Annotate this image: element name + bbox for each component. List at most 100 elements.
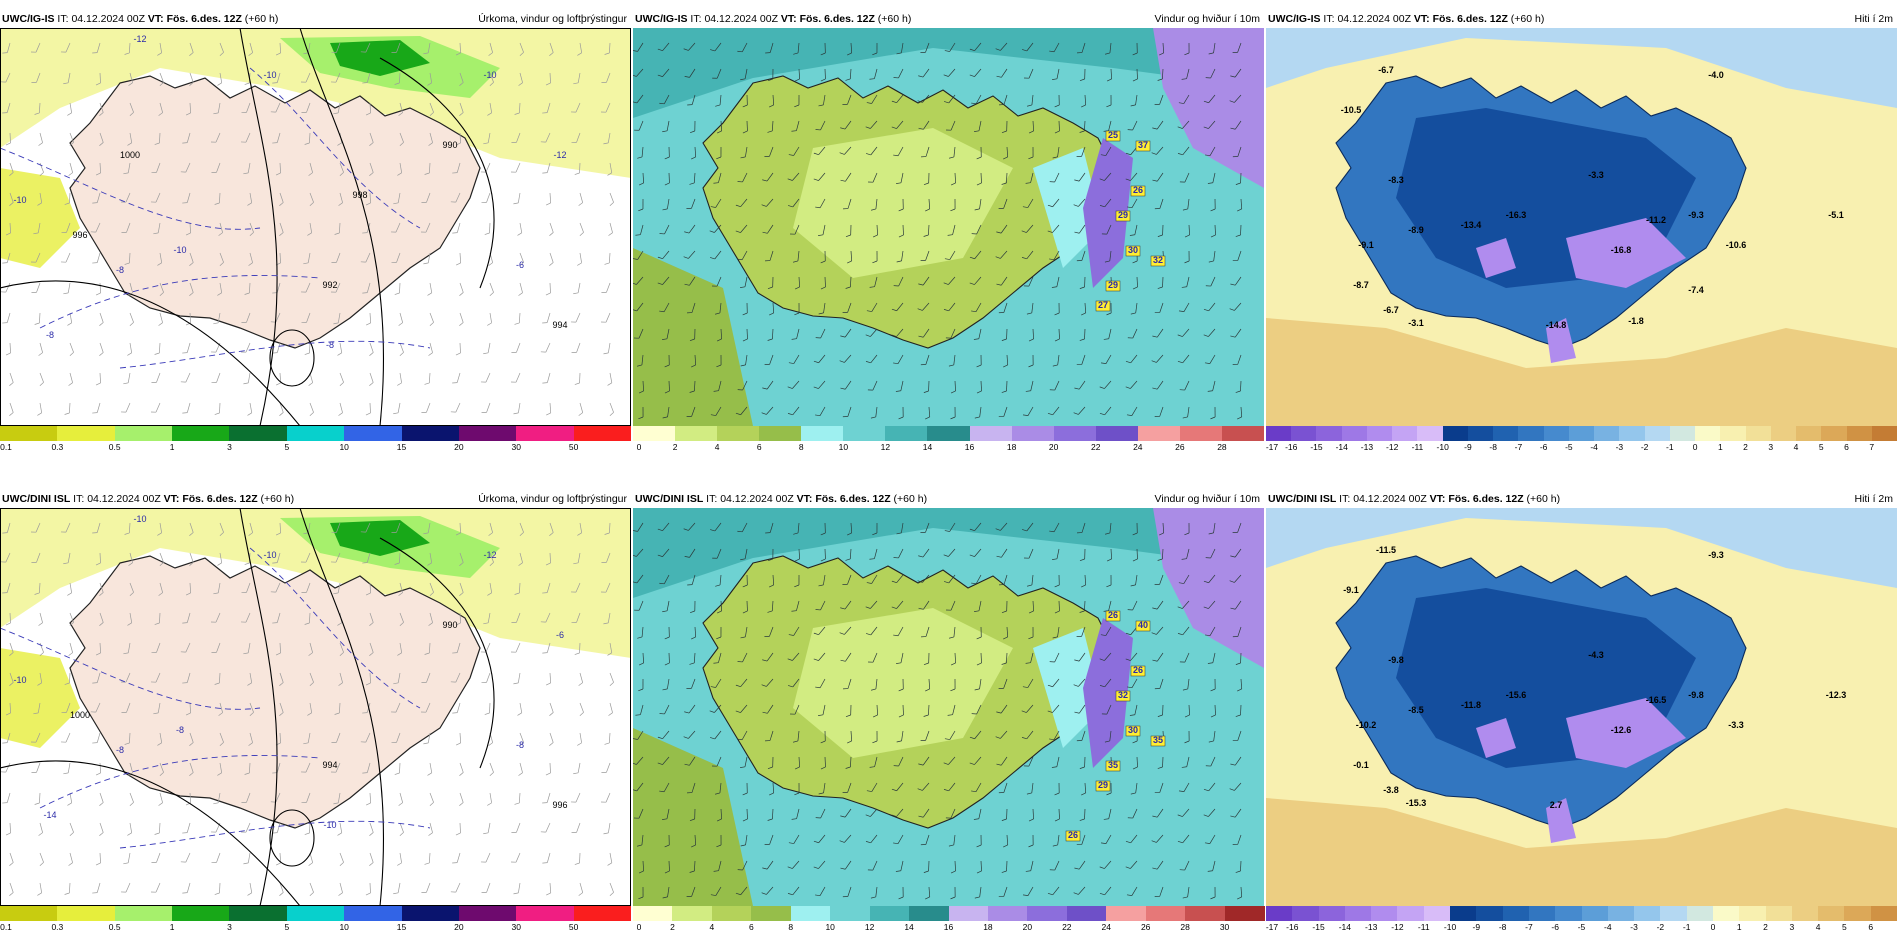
temp-field [1546, 318, 1576, 363]
svg-text:2.7: 2.7 [1550, 800, 1563, 810]
colorbar-tick: -7 [1525, 922, 1533, 932]
colorbar-tick: -9 [1472, 922, 1481, 932]
panel-precip-dini: UWC/DINI ISL IT: 04.12.2024 00Z VT: Fös.… [0, 490, 632, 932]
isotherm-label: -10 [13, 195, 26, 205]
colorbar-swatch [1224, 906, 1265, 921]
isotherm-label: -14 [43, 810, 56, 820]
svg-text:-16.3: -16.3 [1506, 210, 1527, 220]
colorbar-swatch [790, 906, 831, 921]
lead-time: (+60 h) [1526, 493, 1561, 505]
colorbar-tick: -8 [1489, 442, 1497, 452]
colorbar-tick: -1 [1682, 922, 1691, 932]
isotherm-label: -10 [13, 675, 26, 685]
init-time: 04.12.2024 00Z [87, 493, 161, 505]
colorbar-tick: -12 [1391, 922, 1404, 932]
temp-label: -3.3 [1728, 720, 1744, 730]
svg-text:-13.4: -13.4 [1461, 220, 1482, 230]
colorbar-tick: -2 [1640, 442, 1649, 452]
temp-field [1266, 508, 1897, 588]
colorbar-swatch [969, 426, 1013, 441]
colorbar-tick: 8 [798, 442, 804, 452]
init-time: 04.12.2024 00Z [1337, 13, 1411, 25]
colorbar-swatch [1528, 906, 1556, 921]
precip-area [0, 648, 80, 748]
colorbar-tick: 15 [396, 922, 407, 932]
gust-label: 29 [1095, 780, 1111, 792]
colorbar-tick: 0.5 [108, 442, 121, 452]
colorbar-swatch [458, 906, 517, 921]
model-name: UWC/IG-IS [2, 13, 55, 25]
colorbar-tick: -16 [1285, 442, 1298, 452]
temp-label: -12.6 [1611, 725, 1632, 735]
colorbar-tick: 5 [1842, 922, 1847, 932]
colorbar-swatch [1467, 426, 1494, 441]
svg-text:-10: -10 [323, 820, 336, 830]
isotherm-label: -10 [483, 70, 496, 80]
colorbar-swatch [987, 906, 1028, 921]
lead-time: (+60 h) [893, 493, 928, 505]
colorbar-tick: 0.1 [0, 442, 12, 452]
temp-label: -8.7 [1353, 280, 1369, 290]
colorbar-tick: 16 [964, 442, 975, 452]
colorbar-swatch [1423, 906, 1451, 921]
colorbar-swatch [1518, 426, 1545, 441]
svg-text:1000: 1000 [120, 150, 140, 160]
it-label: IT: [1339, 493, 1351, 505]
svg-text:-6.7: -6.7 [1383, 305, 1399, 315]
wind-field [1083, 138, 1133, 288]
colorbar-tick: -13 [1365, 922, 1378, 932]
svg-text:30: 30 [1128, 245, 1138, 255]
colorbar-swatch [1712, 906, 1740, 921]
colorbar-tick: 2 [672, 442, 678, 452]
colorbar-swatch [1844, 906, 1872, 921]
svg-text:-8: -8 [116, 265, 124, 275]
panel-title: Vindur og hviður í 10m [1154, 493, 1260, 505]
colorbar-swatch [286, 426, 345, 441]
isobar-label: 1000 [120, 150, 140, 160]
svg-text:-10.2: -10.2 [1356, 720, 1377, 730]
temp-label: -11.5 [1376, 545, 1396, 555]
colorbar-swatch [516, 906, 575, 921]
temp-label: -12.3 [1826, 690, 1847, 700]
colorbar-tick: -12 [1386, 442, 1399, 452]
svg-text:-11.2: -11.2 [1646, 215, 1666, 225]
colorbar-tick: 10 [339, 442, 349, 452]
isotherm-label: -12 [133, 34, 146, 44]
colorbar-tick: -13 [1360, 442, 1374, 452]
wind-field [633, 508, 1264, 598]
colorbar-tick: -9 [1464, 442, 1472, 452]
isotherm-label: -8 [116, 265, 124, 275]
colorbar-swatch [229, 426, 288, 441]
colorbar-swatch [172, 426, 230, 441]
colorbar-swatch [948, 906, 989, 921]
colorbar-swatch [633, 426, 676, 441]
colorbar-tick: 20 [454, 442, 464, 452]
svg-text:-8.5: -8.5 [1408, 705, 1424, 715]
panel-title: Vindur og hviður í 10m [1154, 13, 1260, 25]
colorbar-tick: 22 [1062, 922, 1072, 932]
colorbar-tick: 4 [709, 922, 715, 932]
colorbar-swatch [1770, 426, 1797, 441]
colorbar-swatch [1397, 906, 1425, 921]
gust-label: 30 [1125, 725, 1141, 737]
colorbar-swatch [1581, 906, 1609, 921]
colorbar-tick: -11 [1411, 442, 1424, 452]
colorbar-swatch [1266, 906, 1293, 921]
colorbar-swatch [1568, 426, 1595, 441]
colorbar-tick: -3 [1630, 922, 1638, 932]
colorbar-swatch [1765, 906, 1793, 921]
colorbar-tick: -6 [1539, 442, 1548, 452]
isotherm-label: -10 [323, 820, 336, 830]
colorbar-tick: 10 [838, 442, 849, 452]
gust-label: 27 [1095, 300, 1111, 312]
colorbar-swatch [1821, 426, 1847, 441]
gust-label: 29 [1105, 280, 1121, 292]
colorbar-tick: 18 [1006, 442, 1017, 452]
vt-label: VT: [1413, 13, 1430, 25]
svg-text:-9.3: -9.3 [1688, 210, 1704, 220]
colorbar-swatch [114, 426, 173, 441]
colorbar-swatch [885, 426, 928, 441]
colorbar-swatch [1791, 906, 1819, 921]
svg-text:30: 30 [1128, 725, 1138, 735]
lead-time: (+60 h) [877, 13, 912, 25]
